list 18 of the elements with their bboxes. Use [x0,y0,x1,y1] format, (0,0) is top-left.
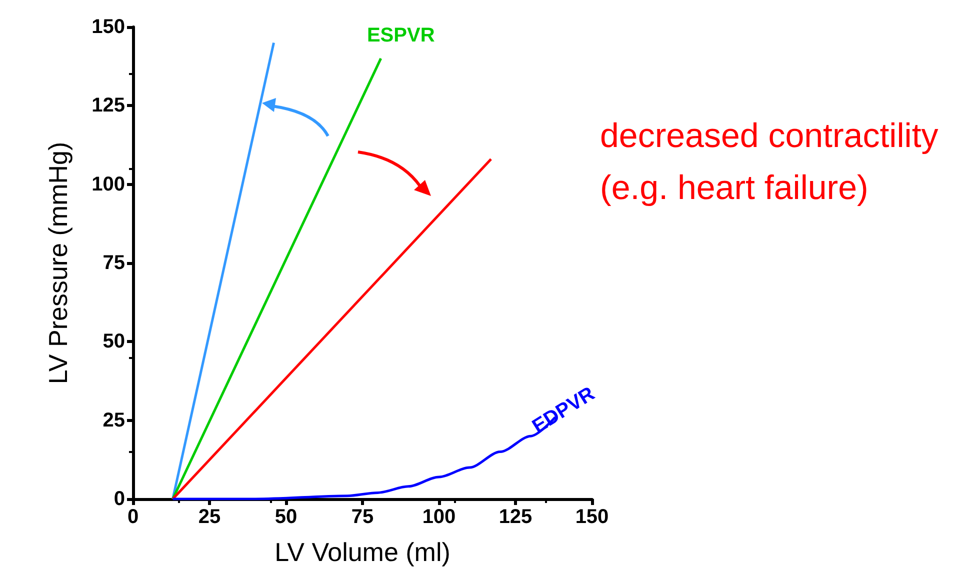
y-tick-label: 100 [92,173,125,196]
series-label: ESPVR [366,24,436,46]
y-tick-label: 150 [92,16,125,38]
x-tick-label: 75 [351,506,374,528]
y-tick-label: 0 [114,488,125,510]
x-tick-label: 50 [274,506,298,528]
y-axis-title: LV Pressure (mmHg) [43,142,73,384]
x-tick-label: 25 [198,506,221,528]
y-tick-label: 125 [92,94,125,117]
x-tick-label: 0 [127,506,139,528]
x-tick-label: 150 [575,506,609,528]
x-tick-label: 100 [422,506,456,528]
x-tick-label: 125 [498,506,532,528]
y-tick-label: 50 [102,330,125,353]
y-tick-label: 75 [102,252,125,274]
y-tick-label: 25 [102,409,125,432]
x-axis-title: LV Volume (ml) [274,537,450,567]
text: decreased contractility (e.g. heart failure) [600,116,938,209]
